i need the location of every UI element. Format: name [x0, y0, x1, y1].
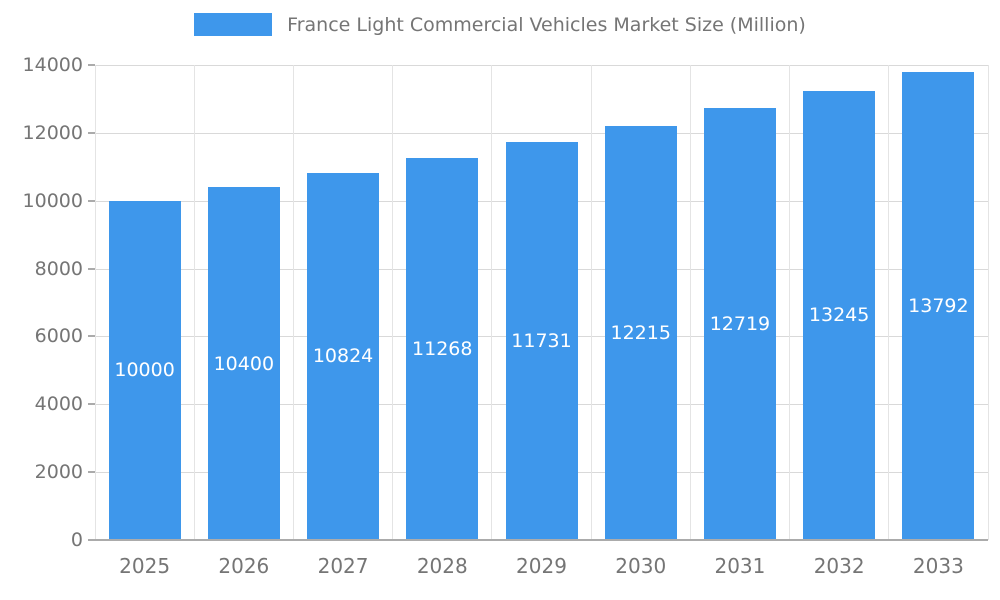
y-tick-label: 0: [70, 529, 83, 551]
x-tick-label: 2025: [119, 554, 171, 578]
x-tick-label: 2029: [516, 554, 567, 578]
chart-legend: France Light Commercial Vehicles Market …: [0, 13, 1000, 36]
y-tick-mark: [88, 267, 95, 270]
bar: [604, 125, 677, 540]
bar-value-label: 12215: [610, 321, 671, 344]
gridline-vertical: [888, 65, 890, 540]
chart-title: France Light Commercial Vehicles Market …: [287, 13, 806, 36]
y-tick-mark: [88, 403, 95, 406]
bar-value-label: 12719: [709, 313, 771, 336]
x-tick-label: 2028: [416, 554, 468, 578]
bar: [406, 157, 479, 540]
y-tick-label: 10000: [22, 189, 83, 212]
x-axis-line: [95, 539, 988, 541]
gridline-vertical: [590, 65, 592, 540]
bar-value-label: 11731: [511, 329, 572, 352]
gridline-horizontal: [95, 65, 988, 66]
bar: [307, 172, 380, 540]
y-tick-label: 14000: [22, 54, 83, 76]
y-tick-label: 2000: [34, 461, 83, 484]
x-tick-label: 2026: [218, 554, 270, 578]
y-tick-mark: [88, 131, 95, 134]
gridline-vertical: [491, 65, 493, 540]
y-tick-mark: [88, 335, 95, 338]
bar: [902, 72, 975, 540]
y-tick-mark: [88, 64, 95, 66]
gridline-vertical: [789, 65, 791, 540]
y-tick-mark: [88, 539, 95, 541]
bar-value-label: 10000: [114, 359, 175, 382]
x-tick-label: 2032: [813, 554, 865, 578]
bar-value-label: 13792: [908, 295, 969, 318]
bar: [108, 200, 181, 540]
bar: [703, 108, 776, 540]
y-tick-mark: [88, 471, 95, 474]
bar: [505, 141, 578, 540]
y-tick-label: 6000: [34, 325, 83, 348]
y-tick-mark: [88, 199, 95, 202]
bar-value-label: 13245: [808, 304, 870, 327]
x-tick-label: 2031: [714, 554, 766, 578]
legend-swatch: [194, 13, 273, 36]
bar-value-label: 10824: [312, 345, 374, 368]
y-tick-label: 8000: [34, 257, 83, 280]
gridline-vertical: [193, 65, 195, 540]
gridline-vertical: [689, 65, 691, 540]
gridline-vertical: [392, 65, 394, 540]
gridline-vertical: [292, 65, 294, 540]
bar: [207, 187, 280, 540]
bar: [803, 90, 876, 540]
bar-value-label: 11268: [412, 337, 473, 360]
gridline-vertical: [987, 65, 989, 540]
bar-value-label: 10400: [213, 352, 275, 375]
y-tick-label: 12000: [22, 121, 83, 144]
gridline-vertical: [94, 65, 96, 540]
x-tick-label: 2030: [615, 554, 667, 578]
x-tick-label: 2027: [317, 554, 369, 578]
gridline-horizontal: [95, 132, 988, 134]
y-tick-label: 4000: [34, 393, 83, 416]
plot-area: 0 2000 4000 6000 8000 10000 12000 14000 10000 202…: [23, 54, 989, 578]
x-tick-label: 2033: [912, 554, 964, 578]
